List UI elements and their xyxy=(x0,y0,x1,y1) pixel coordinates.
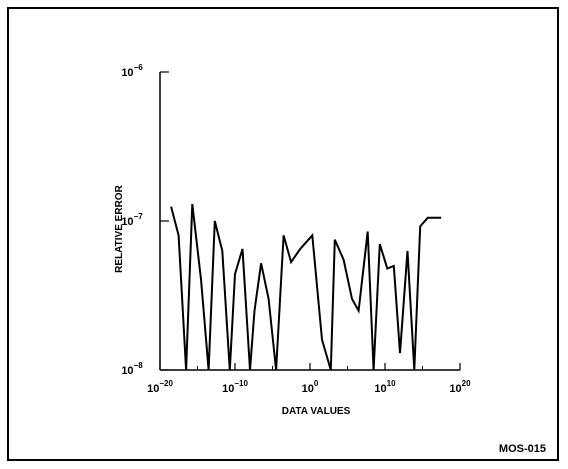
figure-id: MOS-015 xyxy=(498,443,546,455)
x-axis-title: DATA VALUES xyxy=(282,406,351,417)
x-tick-label: 10−20 xyxy=(147,379,173,395)
y-tick-label: 10−8 xyxy=(121,361,143,377)
x-tick-label: 100 xyxy=(302,379,319,395)
figure-frame xyxy=(7,7,559,461)
y-tick-label: 10−6 xyxy=(121,63,143,79)
y-axis-title: RELATIVE ERROR xyxy=(114,184,125,272)
y-tick-label: 10−7 xyxy=(121,212,143,228)
x-tick-label: 1010 xyxy=(374,379,396,395)
x-tick-label: 1020 xyxy=(449,379,471,395)
series-line xyxy=(170,203,442,371)
x-tick-label: 10−10 xyxy=(222,379,248,395)
